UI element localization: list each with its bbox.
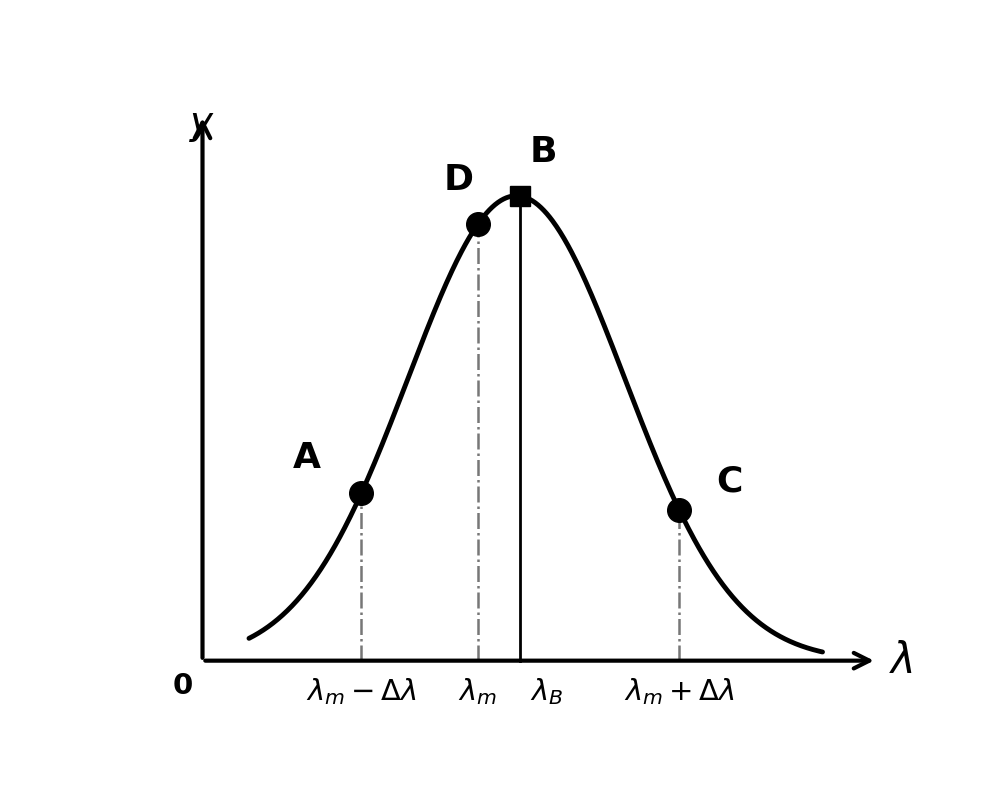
Text: $\lambda_m$: $\lambda_m$ — [458, 676, 497, 707]
Text: $\lambda_m-\Delta\lambda$: $\lambda_m-\Delta\lambda$ — [306, 676, 417, 707]
Text: B: B — [530, 135, 557, 169]
Text: $\lambda_B$: $\lambda_B$ — [530, 676, 563, 707]
Text: D: D — [443, 163, 473, 197]
Text: $\lambda_m+\Delta\lambda$: $\lambda_m+\Delta\lambda$ — [624, 676, 735, 707]
Text: C: C — [716, 464, 743, 498]
Text: A: A — [293, 441, 321, 475]
Text: $y$: $y$ — [189, 106, 216, 144]
Text: $\lambda$: $\lambda$ — [889, 640, 913, 682]
Text: 0: 0 — [173, 672, 193, 700]
